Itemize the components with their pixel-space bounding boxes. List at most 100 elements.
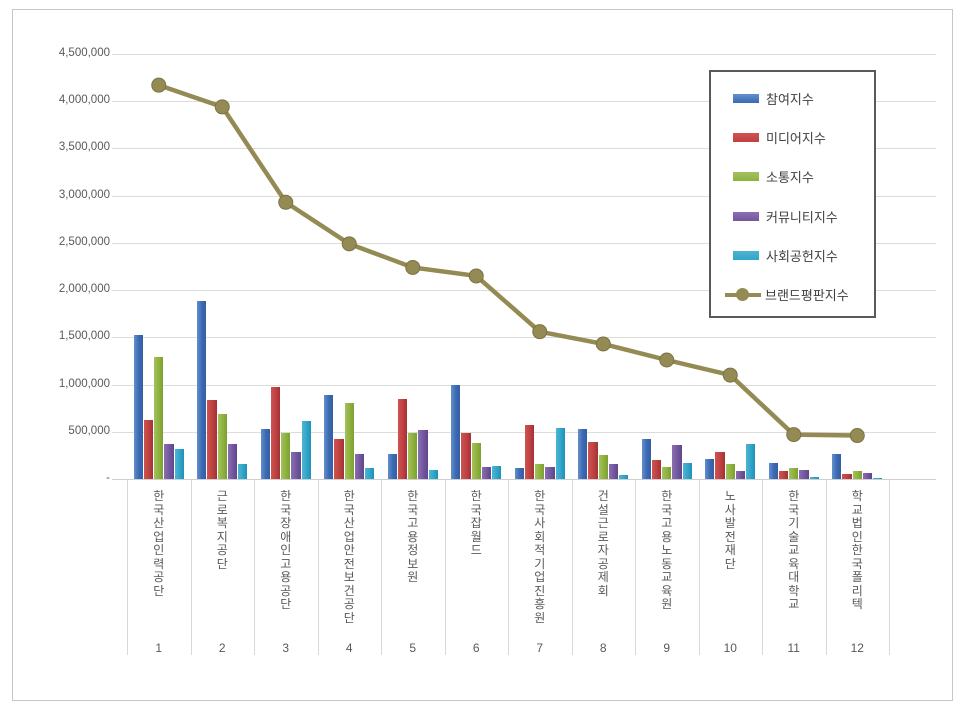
bar-series4-rank5 <box>418 430 428 479</box>
bar-series2-rank4 <box>334 439 344 479</box>
category-label-rank12: 학 교 법 인 한 국 폴 리 텍 <box>851 489 863 611</box>
category-label-rank2: 근 로 복 지 공 단 <box>216 489 228 571</box>
category-rank-rank3: 3 <box>282 641 290 655</box>
y-axis-tick-label: 4,500,000 <box>58 47 110 59</box>
gridline <box>112 337 936 339</box>
legend-line-marker <box>736 288 749 302</box>
legend-label: 브랜드평판지수 <box>765 288 849 304</box>
category-rank-rank9: 9 <box>663 641 671 655</box>
bar-series4-rank3 <box>291 452 301 479</box>
legend-item-3: 소통지수 <box>711 157 874 196</box>
bar-series3-rank6 <box>471 443 481 479</box>
bar-series3-rank9 <box>662 467 672 479</box>
bar-series5-rank9 <box>682 463 692 479</box>
line-marker-rank10 <box>722 367 738 383</box>
bar-series5-rank12 <box>873 477 883 479</box>
bar-series3-rank7 <box>535 463 545 479</box>
category-rank-rank6: 6 <box>472 641 480 655</box>
category-label-rank11: 한 국 기 술 교 육 대 학 교 <box>788 489 800 611</box>
bar-series5-rank10 <box>746 443 756 479</box>
category-label-rank7: 한 국 사 회 적 기 업 진 흥 원 <box>534 489 546 625</box>
category-divider <box>381 479 382 655</box>
category-divider <box>825 479 827 655</box>
legend-item-2: 미디어지수 <box>711 118 874 157</box>
bar-series1-rank12 <box>832 453 842 479</box>
y-axis-tick-label: 3,000,000 <box>58 188 110 201</box>
y-axis-tick-label: 3,500,000 <box>58 141 110 154</box>
category-divider <box>508 479 509 655</box>
bar-series3-rank3 <box>281 432 291 479</box>
line-marker-rank2 <box>214 99 230 115</box>
legend-color-swatch <box>733 250 759 260</box>
bar-series4-rank10 <box>735 471 746 479</box>
bar-series5-rank4 <box>365 468 375 479</box>
category-rank-rank7: 7 <box>536 641 544 655</box>
bar-series3-rank8 <box>598 454 608 479</box>
category-rank-rank2: 2 <box>218 641 226 655</box>
bar-series2-rank2 <box>207 399 217 479</box>
category-label-rank6: 한 국 잡 월 드 <box>470 489 482 557</box>
bar-series5-rank7 <box>555 428 565 479</box>
category-divider <box>444 479 446 655</box>
bar-series3-rank5 <box>408 432 418 479</box>
y-axis-tick-label: 1,000,000 <box>58 377 110 390</box>
bar-series3-rank1 <box>154 357 164 479</box>
bar-series5-rank8 <box>619 475 629 479</box>
bar-series4-rank11 <box>799 469 809 479</box>
legend-item-1: 참여지수 <box>711 79 874 118</box>
gridline <box>112 242 936 244</box>
bar-series1-rank6 <box>451 384 461 479</box>
bar-series3-rank11 <box>789 468 799 479</box>
y-axis-tick-label: 2,000,000 <box>58 283 110 296</box>
bar-series5-rank2 <box>238 463 248 479</box>
category-divider <box>254 479 255 655</box>
bar-series4-rank6 <box>481 467 492 479</box>
line-marker-rank6 <box>468 268 484 284</box>
bar-series5-rank6 <box>492 465 502 479</box>
bar-series2-rank11 <box>778 470 789 479</box>
bar-series4-rank9 <box>672 445 682 479</box>
bar-series4-rank7 <box>545 466 555 479</box>
y-axis-tick-label: 500,000 <box>68 424 110 437</box>
bar-series2-rank9 <box>651 460 662 479</box>
bar-series1-rank8 <box>578 428 588 479</box>
legend-label: 참여지수 <box>766 92 814 108</box>
category-divider <box>317 479 319 655</box>
bar-series4-rank2 <box>227 444 238 479</box>
category-rank-rank11: 11 <box>787 641 800 655</box>
bar-series2-rank8 <box>588 441 598 479</box>
bar-series3-rank4 <box>344 403 354 479</box>
bar-series1-rank7 <box>514 467 524 479</box>
gridline <box>112 195 936 197</box>
y-axis-tick-label: - <box>106 472 110 484</box>
category-label-rank8: 건 설 근 로 자 공 제 회 <box>597 489 609 598</box>
legend-color-swatch <box>733 172 759 182</box>
bar-series5-rank5 <box>428 470 438 479</box>
legend-color-swatch <box>733 94 759 104</box>
legend-label: 미디어지수 <box>766 131 826 147</box>
bar-series2-rank12 <box>842 473 852 479</box>
category-divider <box>127 479 128 655</box>
line-marker-rank3 <box>278 194 294 210</box>
gridline <box>112 431 936 433</box>
bar-series4-rank8 <box>608 463 619 479</box>
bar-series4-rank1 <box>164 444 174 479</box>
bar-series2-rank6 <box>461 433 471 479</box>
category-rank-rank10: 10 <box>723 641 737 655</box>
bar-series1-rank9 <box>641 438 651 479</box>
bar-series5-rank3 <box>301 421 311 479</box>
bar-series3-rank12 <box>852 470 862 479</box>
category-rank-rank4: 4 <box>345 641 353 655</box>
y-axis-tick-label: 2,500,000 <box>58 235 110 248</box>
category-rank-rank12: 12 <box>850 641 864 655</box>
bar-series1-rank11 <box>768 463 778 479</box>
category-label-rank9: 한 국 고 용 노 동 교 육 원 <box>661 489 673 611</box>
bar-series2-rank7 <box>524 425 535 479</box>
legend-line-swatch <box>725 288 761 302</box>
bar-series5-rank1 <box>174 448 184 479</box>
category-rank-rank1: 1 <box>155 641 163 655</box>
legend-label: 사회공헌지수 <box>766 248 838 264</box>
gridline <box>112 148 936 150</box>
bar-series2-rank1 <box>143 420 154 479</box>
